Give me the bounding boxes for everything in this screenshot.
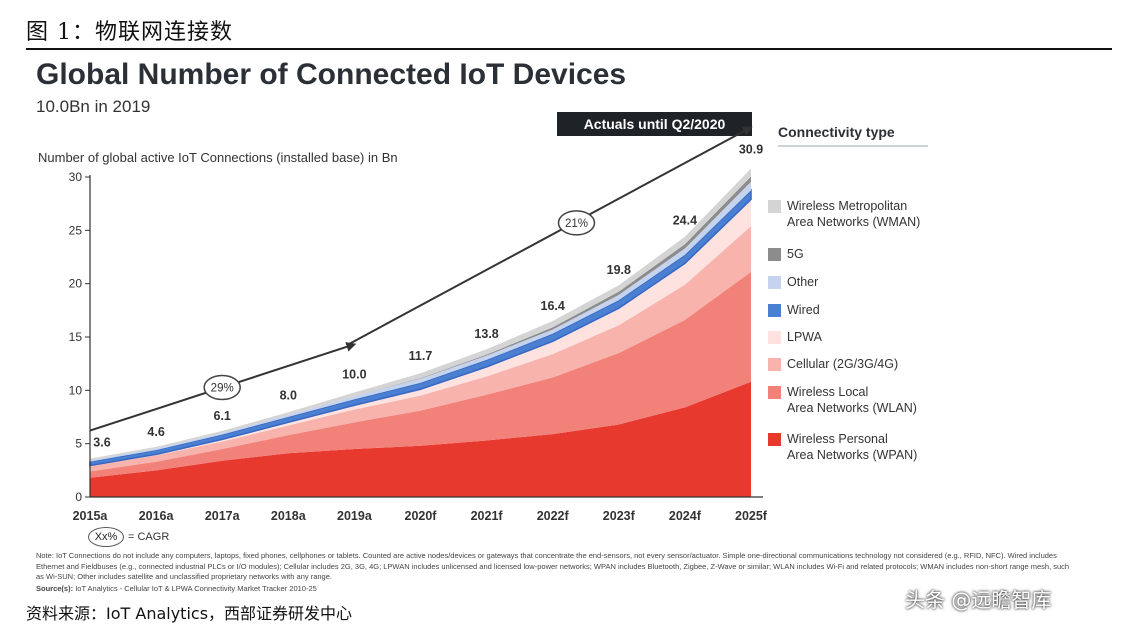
legend-swatch — [768, 433, 781, 446]
source-caption: 资料来源：IoT Analytics，西部证券研发中心 — [26, 604, 353, 623]
x-tick-label: 2018a — [271, 509, 307, 523]
x-tick-label: 2021f — [471, 509, 504, 523]
total-label: 3.6 — [93, 436, 110, 450]
legend-item-lpwa: LPWA — [768, 329, 822, 345]
cagr-2015-2019-label: 29% — [211, 382, 234, 394]
legend-label: Other — [787, 275, 819, 289]
y-tick-label: 10 — [69, 383, 83, 397]
legend-swatch — [768, 304, 781, 317]
area-wireless-personal — [90, 381, 751, 497]
legend-swatch — [768, 358, 781, 371]
legend-item-5g: 5G — [768, 246, 804, 262]
x-tick-label: 2019a — [337, 509, 373, 523]
watermark: 头条 @远瞻智库 — [905, 588, 1052, 612]
legend-label: Wireless Local Area Networks (WLAN) — [787, 385, 917, 415]
chart-title: Global Number of Connected IoT Devices — [36, 58, 627, 91]
legend-item-wireless-metropolitan: Wireless Metropolitan Area Networks (WMA… — [768, 198, 920, 230]
source-label: Source(s): — [36, 584, 74, 593]
legend-label: Cellular (2G/3G/4G) — [787, 357, 899, 371]
y-axis-label: Number of global active IoT Connections … — [38, 150, 398, 165]
legend-swatch — [768, 276, 781, 289]
x-tick-label: 2016a — [139, 509, 175, 523]
legend-swatch — [768, 386, 781, 399]
legend-label: LPWA — [787, 330, 822, 344]
legend-item-other: Other — [768, 274, 818, 290]
total-label: 10.0 — [342, 367, 366, 381]
cagr-key: Xx% = CAGR — [88, 527, 169, 547]
cagr-2015-2019-ellipse — [203, 374, 241, 401]
chart-note: Note: IoT Connections do not include any… — [36, 551, 1070, 581]
y-tick-label: 25 — [69, 223, 83, 237]
y-tick-label: 15 — [69, 330, 83, 344]
area-wireless-local — [90, 271, 751, 478]
legend-label: Wired — [787, 303, 820, 317]
legend-item-wireless-personal: Wireless Personal Area Networks (WPAN) — [768, 431, 917, 463]
legend-item-wireless-local: Wireless Local Area Networks (WLAN) — [768, 384, 917, 416]
legend-swatch — [768, 248, 781, 261]
x-tick-label: 2017a — [205, 509, 241, 523]
x-tick-label: 2015a — [73, 509, 109, 523]
cagr-key-text: = CAGR — [128, 531, 170, 543]
legend-title-divider — [778, 145, 928, 147]
x-tick-label: 2025f — [735, 509, 768, 523]
y-tick-label: 30 — [69, 170, 83, 184]
total-label: 4.6 — [147, 425, 164, 439]
x-tick-label: 2023f — [603, 509, 636, 523]
legend-label: Wireless Personal Area Networks (WPAN) — [787, 432, 918, 462]
total-label: 11.7 — [409, 349, 433, 363]
legend-label: 5G — [787, 247, 804, 261]
source-text: IoT Analytics - Cellular IoT & LPWA Conn… — [75, 584, 317, 593]
y-tick-label: 0 — [75, 490, 82, 504]
cagr-2019-2025-label: 21% — [565, 218, 588, 230]
legend-swatch — [768, 200, 781, 213]
legend-label: Wireless Metropolitan Area Networks (WMA… — [787, 199, 921, 229]
total-label: 13.8 — [474, 327, 498, 341]
legend-swatch — [768, 331, 781, 344]
caption-divider — [26, 48, 1112, 50]
y-tick-label: 5 — [75, 437, 82, 451]
area-wired — [89, 188, 752, 467]
x-tick-label: 2020f — [405, 509, 438, 523]
legend-item-cellular-2g-3g-4g: Cellular (2G/3G/4G) — [768, 356, 898, 372]
area-cellular-2g-3g-4g — [90, 226, 751, 472]
chart-subtitle: 10.0Bn in 2019 — [36, 97, 151, 116]
x-tick-label: 2022f — [537, 509, 570, 523]
total-label: 6.1 — [214, 409, 231, 423]
actuals-banner: Actuals until Q2/2020 — [557, 112, 752, 136]
cagr-arrow-2019-2025 — [347, 126, 753, 346]
figure-caption: 图 1：物联网连接数 — [26, 20, 233, 45]
cagr-2019-2025-ellipse — [557, 210, 596, 236]
total-label: 24.4 — [673, 214, 697, 228]
legend-item-wired: Wired — [768, 302, 820, 318]
total-label: 16.4 — [541, 299, 565, 313]
total-label: 8.0 — [280, 389, 297, 403]
cagr-key-symbol: Xx% — [88, 527, 124, 547]
total-label: 19.8 — [607, 263, 631, 277]
x-tick-label: 2024f — [669, 509, 702, 523]
legend-title: Connectivity type — [778, 124, 895, 140]
total-label: 30.9 — [739, 142, 763, 156]
y-tick-label: 20 — [69, 277, 83, 291]
chart-source: Source(s): IoT Analytics - Cellular IoT … — [36, 584, 317, 593]
